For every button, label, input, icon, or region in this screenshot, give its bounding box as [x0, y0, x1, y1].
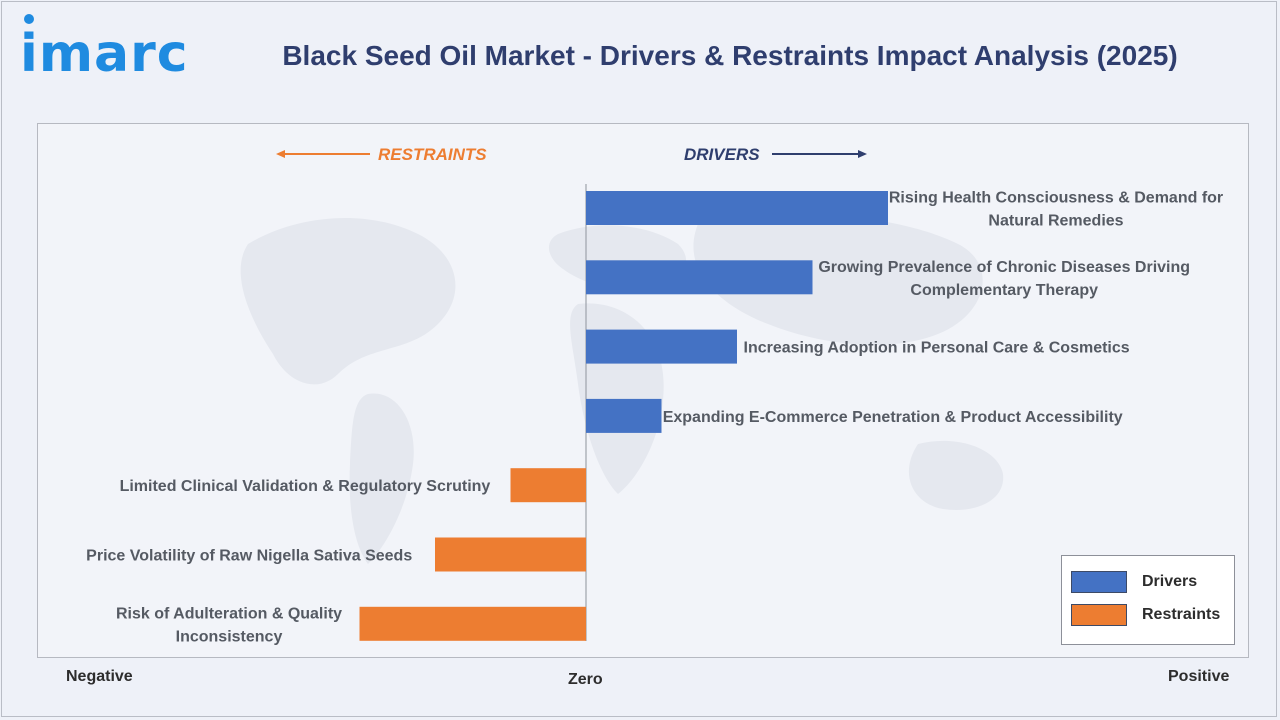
driver-bar-label-line: Growing Prevalence of Chronic Diseases D… — [818, 259, 1190, 276]
driver-bar — [586, 398, 662, 433]
driver-bar-label-line: Complementary Therapy — [910, 282, 1098, 299]
chart-svg: RESTRAINTS DRIVERS Rising Health Conscious… — [86, 145, 1223, 645]
axis-label-negative: Negative — [66, 668, 133, 685]
drivers-direction-label: DRIVERS — [684, 145, 760, 164]
legend-swatch-restraints — [1071, 604, 1127, 626]
drivers-arrow-head — [858, 150, 867, 158]
driver-bar — [586, 191, 888, 225]
legend-label-restraints: Restraints — [1142, 606, 1221, 623]
axis-label-zero: Zero — [568, 671, 603, 688]
restraint-bar — [435, 537, 586, 572]
driver-bar-label-line: Rising Health Consciousness & Demand for — [889, 190, 1223, 207]
restraint-bar — [510, 468, 586, 503]
restraint-bar-label-line: Inconsistency — [176, 628, 283, 645]
logo-dot — [24, 14, 34, 24]
driver-bar-label-line: Expanding E-Commerce Penetration & Produ… — [663, 409, 1123, 426]
legend-swatch-drivers — [1071, 571, 1127, 593]
driver-bar-label: Expanding E-Commerce Penetration & Produ… — [663, 409, 1123, 426]
driver-bar-label: Growing Prevalence of Chronic Diseases D… — [818, 259, 1190, 299]
driver-bar-label: Increasing Adoption in Personal Care & C… — [744, 340, 1130, 357]
axis-label-positive: Positive — [1168, 668, 1230, 685]
chart-title: Black Seed Oil Market - Drivers & Restra… — [282, 40, 1178, 71]
driver-bar — [586, 329, 737, 364]
legend-label-drivers: Drivers — [1142, 573, 1198, 590]
restraints-arrow-head — [276, 150, 285, 158]
imarc-logo: imarc — [20, 24, 189, 84]
legend: Drivers Restraints — [1061, 555, 1235, 645]
driver-bar-label: Rising Health Consciousness & Demand for… — [889, 190, 1223, 230]
driver-bar-label-line: Increasing Adoption in Personal Care & C… — [744, 340, 1130, 357]
restraint-bar — [359, 606, 586, 641]
driver-bar — [586, 260, 813, 295]
restraints-direction-label: RESTRAINTS — [378, 145, 487, 164]
restraint-bar-label: Risk of Adulteration & Quality Inconsiste… — [116, 605, 342, 645]
restraint-bar-label: Limited Clinical Validation & Regulatory… — [120, 478, 491, 495]
plot-area: RESTRAINTS DRIVERS Rising Health Conscious… — [37, 123, 1249, 658]
driver-bar-label-line: Natural Remedies — [988, 213, 1123, 230]
restraint-bar-label: Price Volatility of Raw Nigella Sativa S… — [86, 548, 412, 565]
restraint-bar-label-line: Risk of Adulteration & Quality — [116, 605, 342, 622]
restraint-bar-label-line: Price Volatility of Raw Nigella Sativa S… — [86, 548, 412, 565]
restraint-bar-label-line: Limited Clinical Validation & Regulatory… — [120, 478, 491, 495]
